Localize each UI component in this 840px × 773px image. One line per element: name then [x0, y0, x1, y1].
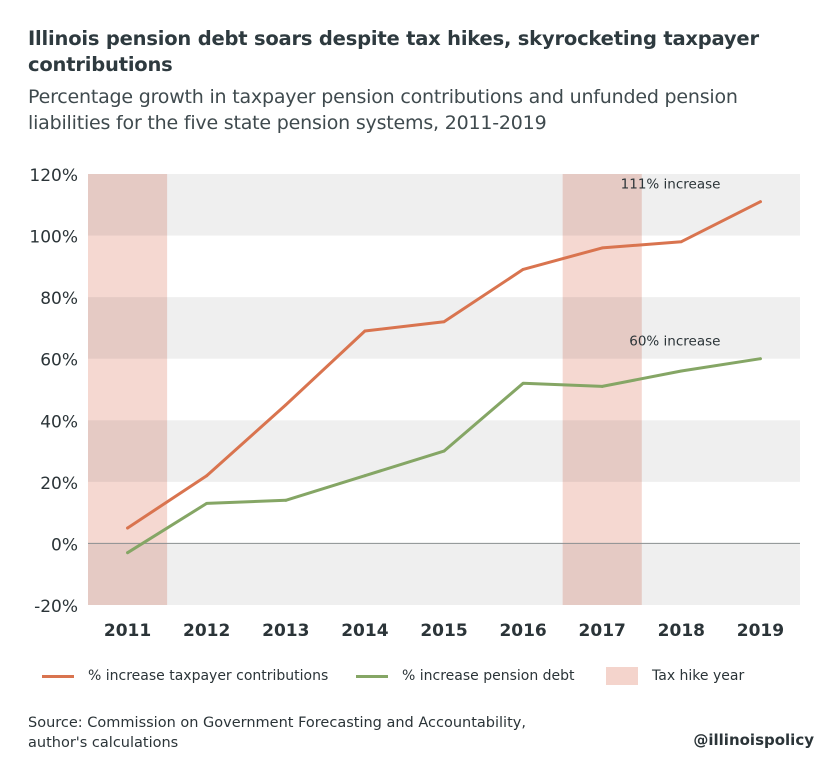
x-tick-label: 2018	[658, 621, 705, 641]
legend-swatch-contributions	[42, 674, 74, 678]
brand-handle: @illinoispolicy	[693, 731, 814, 749]
data-point	[205, 474, 209, 478]
series-lines	[126, 200, 762, 555]
x-tick-label: 2015	[420, 621, 467, 641]
data-point	[284, 498, 288, 502]
x-tick-label: 2012	[183, 621, 230, 641]
legend-label-debt: % increase pension debt	[402, 668, 575, 684]
annotation-label: 111% increase	[621, 177, 721, 193]
tax-hike-band-2011	[88, 174, 168, 605]
y-tick-label: 80%	[40, 289, 78, 309]
legend-swatch-tax-hike	[606, 667, 638, 685]
tax-hike-highlights	[88, 174, 642, 605]
x-tick-label: 2017	[579, 621, 626, 641]
data-point	[363, 474, 367, 478]
data-point	[126, 526, 129, 530]
y-tick-label: 120%	[29, 166, 78, 186]
x-tick-label: 2014	[341, 621, 388, 641]
data-point	[679, 369, 683, 373]
grid-band	[88, 174, 800, 236]
grid-bands	[88, 174, 800, 605]
legend-swatch-debt	[356, 674, 388, 678]
data-point	[363, 329, 367, 333]
data-point	[600, 246, 604, 250]
annotations: 111% increase 60% increase	[621, 177, 721, 350]
y-tick-label: 60%	[40, 351, 78, 371]
legend: % increase taxpayer contributions % incr…	[0, 664, 840, 694]
y-axis-ticks: -20% 0% 20% 40% 60% 80% 100% 120%	[29, 166, 78, 617]
data-point	[521, 381, 525, 385]
line-chart: -20%0%20%40%60%80%100%120% 2011 2012 2013 2…	[29, 166, 800, 641]
y-tick-label: 0%	[51, 535, 78, 555]
annotation-label: 60% increase	[629, 334, 720, 350]
x-tick-label: 2013	[262, 621, 309, 641]
legend-item-debt: % increase pension debt	[356, 664, 575, 688]
data-point	[442, 449, 446, 453]
y-tick-label: 20%	[40, 474, 78, 494]
data-point	[759, 357, 762, 361]
legend-label-tax-hike: Tax hike year	[652, 668, 745, 684]
tax-hike-band-2017	[562, 174, 642, 605]
y-tick-label: -20%	[34, 597, 78, 617]
data-point	[600, 385, 604, 388]
x-axis-ticks: 2011 2012 2013 2014 2015 2016 2017 2018 2019	[104, 621, 784, 641]
legend-item-tax-hike: Tax hike year	[606, 664, 744, 688]
data-point	[126, 551, 129, 555]
data-point	[521, 268, 525, 271]
legend-label-contributions: % increase taxpayer contributions	[88, 668, 329, 684]
source-note: Source: Commission on Government Forecas…	[28, 715, 526, 751]
legend-item-contributions: % increase taxpayer contributions	[42, 664, 328, 688]
y-tick-label: 40%	[40, 412, 78, 432]
data-point	[679, 240, 683, 244]
data-point	[442, 320, 446, 324]
y-tick-label: 100%	[29, 228, 78, 248]
data-point	[205, 502, 209, 505]
data-point	[759, 200, 762, 204]
chart-title: Illinois pension debt soars despite tax …	[28, 27, 759, 76]
grid-band	[88, 543, 800, 605]
x-tick-label: 2011	[104, 621, 151, 641]
x-tick-label: 2019	[737, 621, 784, 641]
x-tick-label: 2016	[499, 621, 546, 641]
data-point	[284, 403, 288, 407]
chart-subtitle: Percentage growth in taxpayer pension co…	[28, 86, 738, 134]
grid-band	[88, 297, 800, 359]
